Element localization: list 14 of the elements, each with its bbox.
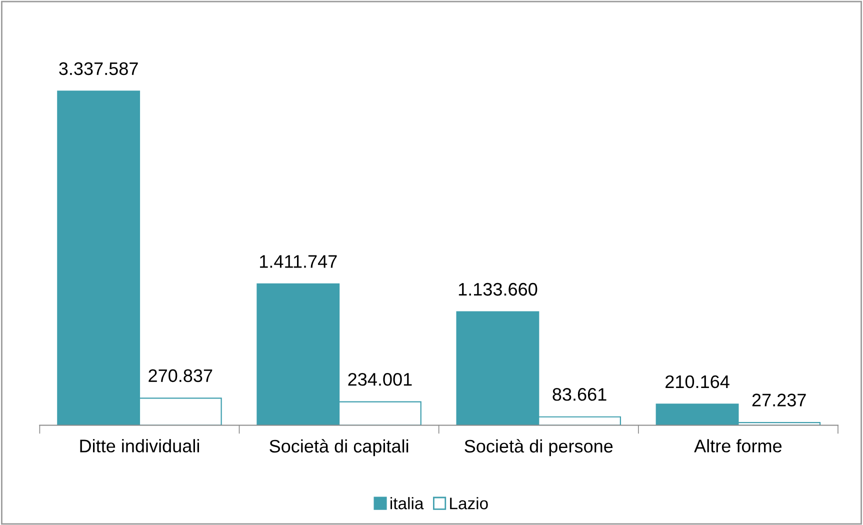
x-tick-label: Ditte individuali	[80, 439, 199, 452]
data-label: 270.837	[148, 369, 212, 382]
data-label: 234.001	[348, 372, 412, 386]
data-label: 1.411.747	[260, 255, 337, 268]
legend-label: italia	[390, 497, 424, 510]
data-label: 210.164	[666, 375, 730, 388]
data-label: 1.133.660	[458, 282, 538, 296]
x-tick-label: Società di persone	[464, 439, 613, 456]
x-tick-label: Altre forme	[694, 439, 782, 452]
x-tick-label: Società di capitali	[270, 439, 408, 456]
data-label: 3.337.587	[59, 62, 138, 76]
legend-label: Lazio	[450, 497, 488, 510]
data-label: 83.661	[552, 388, 606, 401]
data-label: 27.237	[752, 394, 806, 406]
